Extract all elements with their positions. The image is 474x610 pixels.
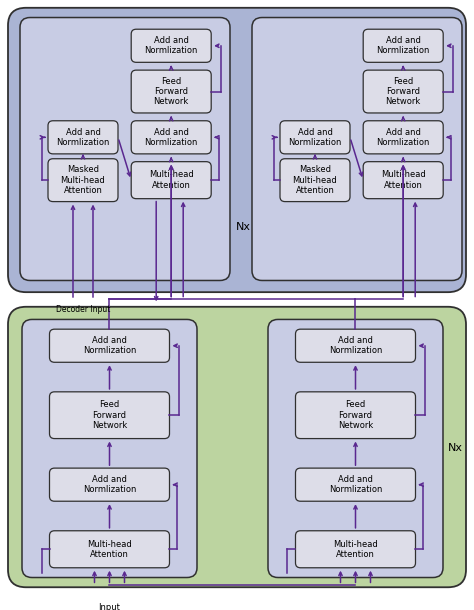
FancyBboxPatch shape xyxy=(252,18,462,281)
FancyBboxPatch shape xyxy=(20,18,230,281)
FancyBboxPatch shape xyxy=(363,162,443,199)
FancyBboxPatch shape xyxy=(8,8,466,292)
Text: Add and
Normlization: Add and Normlization xyxy=(376,36,430,56)
Text: Multi-head
Attention: Multi-head Attention xyxy=(381,170,426,190)
FancyBboxPatch shape xyxy=(295,468,416,501)
Text: Feed
Forward
Network: Feed Forward Network xyxy=(92,400,127,430)
FancyBboxPatch shape xyxy=(49,468,170,501)
Text: Input: Input xyxy=(99,603,120,610)
FancyBboxPatch shape xyxy=(295,329,416,362)
FancyBboxPatch shape xyxy=(363,121,443,154)
FancyBboxPatch shape xyxy=(268,320,443,578)
FancyBboxPatch shape xyxy=(131,29,211,62)
Text: Add and
Normlization: Add and Normlization xyxy=(83,475,136,494)
Text: Nx: Nx xyxy=(236,222,251,232)
Text: Add and
Normlization: Add and Normlization xyxy=(145,127,198,147)
Text: Add and
Normlization: Add and Normlization xyxy=(376,127,430,147)
Text: Feed
Forward
Network: Feed Forward Network xyxy=(154,77,189,107)
Text: Decoder Input: Decoder Input xyxy=(56,305,110,314)
Text: Feed
Forward
Network: Feed Forward Network xyxy=(338,400,373,430)
FancyBboxPatch shape xyxy=(131,70,211,113)
FancyBboxPatch shape xyxy=(363,29,443,62)
FancyBboxPatch shape xyxy=(295,392,416,439)
FancyBboxPatch shape xyxy=(49,329,170,362)
Text: Nx: Nx xyxy=(448,443,463,453)
FancyBboxPatch shape xyxy=(8,307,466,587)
FancyBboxPatch shape xyxy=(22,320,197,578)
Text: Add and
Normlization: Add and Normlization xyxy=(329,475,382,494)
Text: Add and
Normlization: Add and Normlization xyxy=(56,127,109,147)
Text: Add and
Normlization: Add and Normlization xyxy=(83,336,136,356)
FancyBboxPatch shape xyxy=(280,121,350,154)
FancyBboxPatch shape xyxy=(131,162,211,199)
Text: Add and
Normlization: Add and Normlization xyxy=(329,336,382,356)
FancyBboxPatch shape xyxy=(131,121,211,154)
Text: Multi-head
Attention: Multi-head Attention xyxy=(87,540,132,559)
FancyBboxPatch shape xyxy=(49,531,170,568)
Text: Masked
Multi-head
Attention: Masked Multi-head Attention xyxy=(61,165,105,195)
FancyBboxPatch shape xyxy=(363,70,443,113)
FancyBboxPatch shape xyxy=(280,159,350,201)
FancyBboxPatch shape xyxy=(49,392,170,439)
Text: Feed
Forward
Network: Feed Forward Network xyxy=(385,77,421,107)
FancyBboxPatch shape xyxy=(48,159,118,201)
Text: Add and
Normlization: Add and Normlization xyxy=(145,36,198,56)
Text: Multi-head
Attention: Multi-head Attention xyxy=(149,170,193,190)
Text: Masked
Multi-head
Attention: Masked Multi-head Attention xyxy=(292,165,337,195)
Text: Multi-head
Attention: Multi-head Attention xyxy=(333,540,378,559)
Text: Add and
Normlization: Add and Normlization xyxy=(288,127,342,147)
FancyBboxPatch shape xyxy=(48,121,118,154)
FancyBboxPatch shape xyxy=(295,531,416,568)
